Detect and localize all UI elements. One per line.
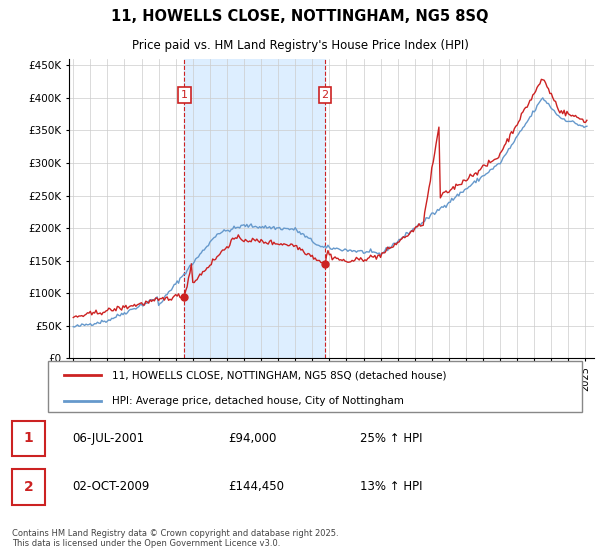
FancyBboxPatch shape bbox=[12, 469, 45, 505]
Text: 1: 1 bbox=[23, 431, 34, 445]
FancyBboxPatch shape bbox=[48, 361, 582, 412]
Text: 11, HOWELLS CLOSE, NOTTINGHAM, NG5 8SQ (detached house): 11, HOWELLS CLOSE, NOTTINGHAM, NG5 8SQ (… bbox=[112, 370, 446, 380]
Text: 2: 2 bbox=[322, 90, 329, 100]
Text: 1: 1 bbox=[181, 90, 188, 100]
Text: 11, HOWELLS CLOSE, NOTTINGHAM, NG5 8SQ: 11, HOWELLS CLOSE, NOTTINGHAM, NG5 8SQ bbox=[111, 9, 489, 24]
Text: 25% ↑ HPI: 25% ↑ HPI bbox=[360, 432, 422, 445]
Text: 02-OCT-2009: 02-OCT-2009 bbox=[72, 480, 149, 493]
Text: 06-JUL-2001: 06-JUL-2001 bbox=[72, 432, 144, 445]
Text: Contains HM Land Registry data © Crown copyright and database right 2025.
This d: Contains HM Land Registry data © Crown c… bbox=[12, 529, 338, 548]
Text: £94,000: £94,000 bbox=[228, 432, 277, 445]
Text: Price paid vs. HM Land Registry's House Price Index (HPI): Price paid vs. HM Land Registry's House … bbox=[131, 39, 469, 53]
Text: 13% ↑ HPI: 13% ↑ HPI bbox=[360, 480, 422, 493]
FancyBboxPatch shape bbox=[12, 421, 45, 456]
Bar bbox=[184, 59, 325, 358]
Text: 2: 2 bbox=[23, 480, 34, 494]
Text: £144,450: £144,450 bbox=[228, 480, 284, 493]
Text: HPI: Average price, detached house, City of Nottingham: HPI: Average price, detached house, City… bbox=[112, 395, 404, 405]
